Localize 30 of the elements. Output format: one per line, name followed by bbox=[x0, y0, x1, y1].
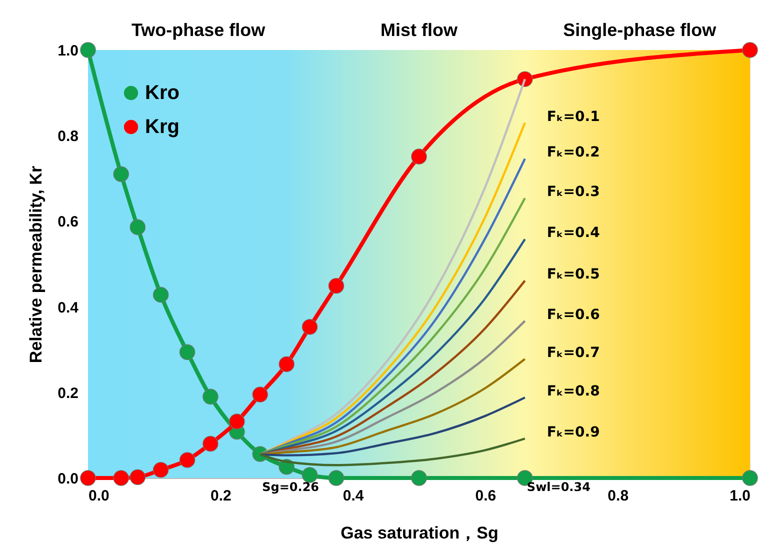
series-label: Fₖ=0.6 bbox=[546, 306, 600, 323]
legend-label: Krg bbox=[145, 116, 180, 138]
x-tick-label: 0.4 bbox=[342, 488, 364, 504]
series-label: Fₖ=0.3 bbox=[546, 184, 600, 200]
y-tick-label: 0.8 bbox=[58, 128, 78, 146]
series-label: Fₖ=0.1 bbox=[546, 108, 600, 125]
series-label: Fₖ=0.4 bbox=[546, 225, 600, 242]
y-axis-title: Relative permeability, Kr bbox=[26, 166, 46, 364]
x-tick-label: 0.2 bbox=[210, 488, 232, 504]
text: Sg=0.26 bbox=[262, 480, 320, 494]
x-tick-label: 0.8 bbox=[608, 488, 629, 504]
x-tick-label: 0.0 bbox=[88, 488, 110, 504]
series-label: Fₖ=0.5 bbox=[546, 266, 600, 283]
legend-label: Kro bbox=[145, 82, 180, 104]
y-tick-label: 0.4 bbox=[58, 299, 80, 316]
x-axis-title: Gas saturation，Sg bbox=[340, 524, 498, 542]
series-label: Fₖ=0.9 bbox=[546, 424, 600, 441]
series-label: Fₖ=0.8 bbox=[546, 384, 600, 400]
y-tick-label: 0.2 bbox=[58, 384, 78, 402]
y-tick-label: 1.0 bbox=[58, 42, 78, 60]
y-tick-label: 0.6 bbox=[58, 214, 78, 231]
series-label: Fₖ=0.2 bbox=[546, 144, 600, 161]
x-tick-label: 1.0 bbox=[730, 488, 750, 504]
text: Single-phase flow bbox=[563, 20, 718, 40]
text: Swl=0.34 bbox=[526, 480, 590, 494]
x-tick-label: 0.6 bbox=[475, 488, 496, 504]
series-label: Fₖ=0.7 bbox=[546, 345, 600, 362]
text: Two-phase flow bbox=[131, 20, 266, 40]
text: Mist flow bbox=[380, 20, 458, 40]
y-tick-label: 0.0 bbox=[58, 470, 78, 488]
